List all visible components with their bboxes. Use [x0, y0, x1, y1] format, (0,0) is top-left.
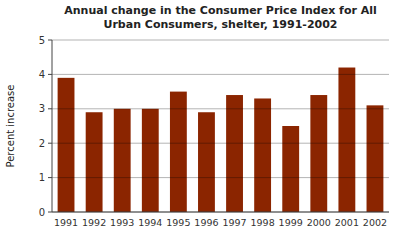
bars — [58, 68, 384, 212]
y-tick-label: 5 — [39, 35, 45, 46]
chart: Annual change in the Consumer Price Inde… — [0, 0, 401, 238]
x-tick-label: 1996 — [194, 217, 218, 228]
x-tick-label: 1997 — [222, 217, 246, 228]
grid — [52, 40, 389, 212]
y-tick — [48, 74, 52, 75]
x-tick-label: 1991 — [54, 217, 78, 228]
x-axis — [52, 212, 389, 213]
y-tick-label: 1 — [39, 172, 45, 183]
chart-container: Annual change in the Consumer Price Inde… — [0, 0, 401, 238]
y-tick — [48, 40, 52, 41]
grid-line — [52, 40, 389, 41]
bar — [170, 92, 187, 212]
bar — [198, 112, 215, 212]
y-tick-label: 0 — [39, 207, 45, 218]
y-axis-label: Percent increase — [5, 85, 16, 168]
x-tick-label: 2000 — [307, 217, 331, 228]
bar — [226, 95, 243, 212]
title-line: Urban Consumers, shelter, 1991-2002 — [104, 18, 338, 31]
x-tick-label: 2002 — [363, 217, 387, 228]
y-tick-label: 3 — [39, 103, 45, 114]
x-tick-label: 1998 — [251, 217, 275, 228]
grid-line — [52, 212, 389, 213]
bar — [114, 109, 131, 212]
title: Annual change in the Consumer Price Inde… — [64, 4, 377, 31]
x-tick-label: 1992 — [82, 217, 106, 228]
bar — [86, 112, 103, 212]
x-tick-label: 1999 — [279, 217, 303, 228]
x-tick-label: 1994 — [138, 217, 162, 228]
bar — [142, 109, 159, 212]
y-tick — [48, 177, 52, 178]
x-tick-label: 1995 — [166, 217, 190, 228]
x-tick-label: 2001 — [335, 217, 359, 228]
y-axis — [52, 40, 53, 212]
bar — [58, 78, 75, 212]
y-tick — [48, 212, 52, 213]
y-tick-label: 4 — [39, 69, 45, 80]
title-line: Annual change in the Consumer Price Inde… — [64, 4, 377, 17]
grid-line — [52, 74, 389, 75]
x-tick-label: 1993 — [110, 217, 134, 228]
grid-line — [52, 143, 389, 144]
grid-line — [52, 108, 389, 109]
bar — [254, 98, 271, 212]
bar — [310, 95, 327, 212]
y-tick — [48, 143, 52, 144]
bar — [367, 105, 384, 212]
y-tick — [48, 108, 52, 109]
bar — [338, 68, 355, 212]
y-tick-label: 2 — [39, 138, 45, 149]
grid-line — [52, 177, 389, 178]
bar — [282, 126, 299, 212]
